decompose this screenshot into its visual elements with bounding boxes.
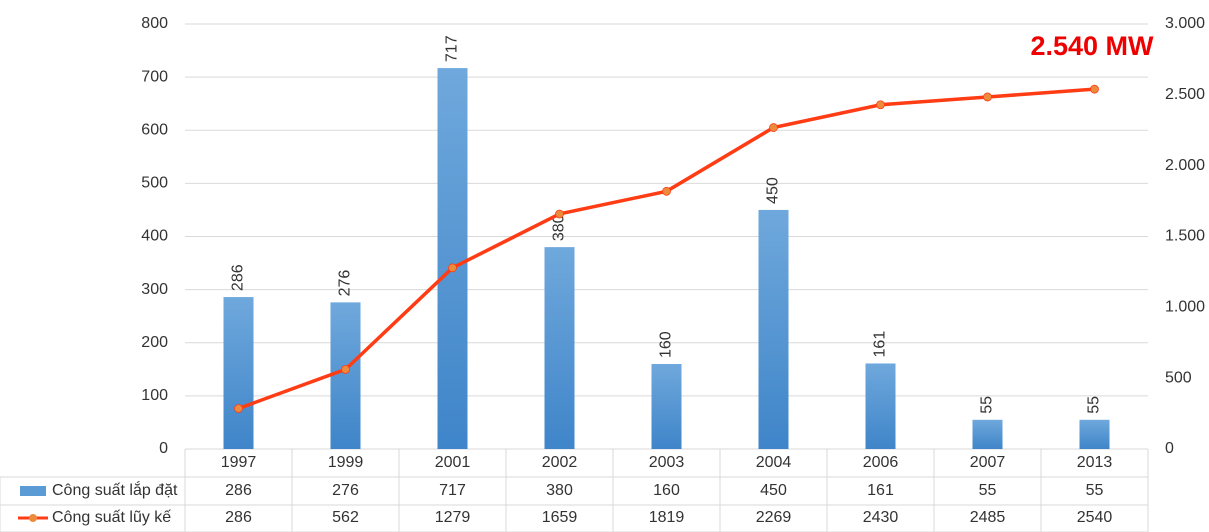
table-value: 717 <box>439 482 466 499</box>
table-value: 1659 <box>542 509 578 526</box>
table-value: 160 <box>653 482 680 499</box>
line <box>237 87 1095 411</box>
line-marker <box>448 263 457 273</box>
x-tick-label: 2006 <box>863 454 899 471</box>
table-value: 562 <box>332 509 359 526</box>
x-tick-label: 2001 <box>435 454 471 471</box>
legend-swatch <box>29 514 37 522</box>
line-marker <box>555 209 564 219</box>
bar-value-label: 717 <box>444 35 461 62</box>
line-marker <box>234 404 243 413</box>
y2-tick-label: 500 <box>1165 369 1192 386</box>
bar-value-label: 55 <box>1086 396 1103 414</box>
table-value: 161 <box>867 482 894 499</box>
table-value: 380 <box>546 482 573 499</box>
table-value: 450 <box>760 482 787 499</box>
bar-value-label: 276 <box>337 270 354 297</box>
table-value: 276 <box>332 482 359 499</box>
table-value: 286 <box>225 482 252 499</box>
y-tick-label: 700 <box>141 68 168 85</box>
y2-tick-label: 1.500 <box>1165 228 1205 245</box>
line-marker <box>341 364 350 374</box>
annotation: 2.540 MW <box>1030 31 1154 61</box>
bar-value-label: 160 <box>658 331 675 358</box>
x-tick-label: 1999 <box>328 454 364 471</box>
y-tick-label: 600 <box>141 121 168 138</box>
bar-value-label: 450 <box>765 177 782 204</box>
bar-value-label: 161 <box>872 331 889 358</box>
y-tick-label: 300 <box>141 281 168 298</box>
line-marker <box>1090 84 1099 94</box>
table-value: 2269 <box>756 509 792 526</box>
table-value: 2485 <box>970 509 1006 526</box>
y2-tick-label: 1.000 <box>1165 299 1205 316</box>
x-tick-label: 2002 <box>542 454 578 471</box>
y-tick-label: 800 <box>141 15 168 32</box>
bar-value-label: 380 <box>551 214 568 241</box>
bar <box>758 209 789 449</box>
line-marker <box>662 186 671 196</box>
line-marker <box>769 123 778 132</box>
x-tick-label: 1997 <box>221 454 257 471</box>
bar-value-label: 55 <box>979 396 996 414</box>
bar <box>437 68 468 449</box>
y-tick-label: 100 <box>141 387 168 404</box>
table-value: 1819 <box>649 509 685 526</box>
legend-label: Công suất lắp đặt <box>52 480 178 499</box>
table-value: 286 <box>225 509 252 526</box>
bar-value-label: 286 <box>230 264 247 291</box>
bar <box>544 247 575 449</box>
y2-tick-label: 2.000 <box>1165 157 1205 174</box>
table-value: 1279 <box>435 509 471 526</box>
line-marker <box>876 100 885 110</box>
bar <box>972 419 1003 449</box>
y2-tick-label: 3.000 <box>1165 15 1205 32</box>
bar <box>651 364 682 449</box>
line-marker <box>983 92 992 102</box>
y-tick-label: 500 <box>141 175 168 192</box>
x-tick-label: 2003 <box>649 454 685 471</box>
y2-tick-label: 0 <box>1165 440 1174 457</box>
legend-label: Công suất lũy kế <box>52 509 171 526</box>
table-value: 55 <box>1086 482 1104 499</box>
table-value: 55 <box>979 482 997 499</box>
bar <box>330 302 361 449</box>
bar <box>223 297 254 449</box>
bar <box>865 363 896 449</box>
y-tick-label: 0 <box>159 440 168 457</box>
x-tick-label: 2004 <box>756 454 792 471</box>
table-value: 2540 <box>1077 509 1113 526</box>
x-tick-label: 2007 <box>970 454 1006 471</box>
table-value: 2430 <box>863 509 899 526</box>
y-tick-label: 400 <box>141 228 168 245</box>
y-tick-label: 200 <box>141 334 168 351</box>
legend-swatch <box>20 486 46 496</box>
bar <box>1079 419 1110 449</box>
y2-tick-label: 2.500 <box>1165 86 1205 103</box>
x-tick-label: 2013 <box>1077 454 1113 471</box>
